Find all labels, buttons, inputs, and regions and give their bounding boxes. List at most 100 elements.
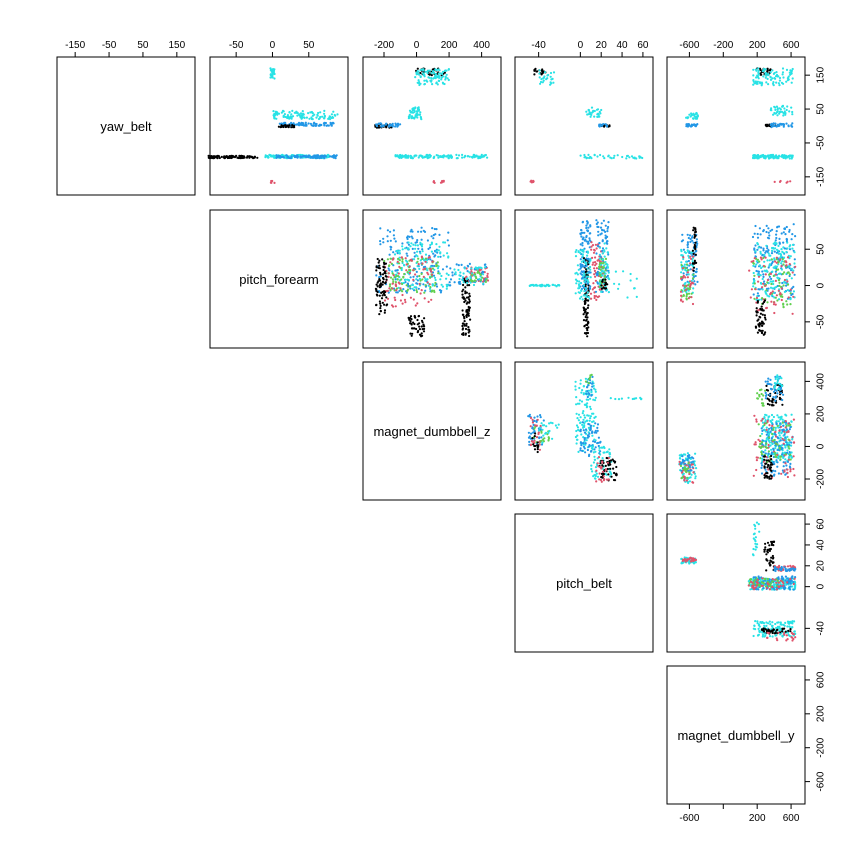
- data-point: [783, 290, 787, 293]
- right-tick-label-yaw_belt: -50: [816, 135, 827, 150]
- data-point: [398, 265, 401, 268]
- data-point: [768, 441, 771, 444]
- data-point: [396, 260, 399, 263]
- data-point: [784, 436, 787, 439]
- data-point: [770, 413, 774, 417]
- data-point: [577, 287, 580, 290]
- data-point: [403, 272, 406, 276]
- data-point: [305, 124, 308, 127]
- data-point: [777, 82, 781, 85]
- data-point: [694, 475, 697, 478]
- data-point: [694, 227, 697, 230]
- data-point: [395, 274, 398, 277]
- data-point: [785, 264, 788, 267]
- data-point: [407, 243, 410, 246]
- data-point: [587, 320, 590, 323]
- data-point: [771, 270, 774, 273]
- data-point: [764, 446, 768, 449]
- data-point: [779, 425, 783, 428]
- data-point: [594, 429, 597, 432]
- data-point: [575, 282, 578, 285]
- data-point: [435, 75, 438, 79]
- data-point: [396, 250, 399, 253]
- data-point: [441, 70, 445, 73]
- data-point: [688, 113, 691, 116]
- data-point: [405, 252, 408, 255]
- data-point: [756, 295, 759, 298]
- data-point: [540, 436, 543, 439]
- data-point: [767, 227, 770, 230]
- data-point: [781, 67, 785, 70]
- data-point: [779, 293, 782, 296]
- data-point: [292, 125, 295, 128]
- data-point: [599, 440, 602, 443]
- data-point: [280, 122, 283, 125]
- data-point: [462, 333, 465, 336]
- data-point: [590, 248, 593, 251]
- data-point: [293, 154, 296, 157]
- data-point: [586, 222, 589, 225]
- data-point: [454, 273, 457, 276]
- data-point: [594, 243, 598, 246]
- data-point: [576, 426, 580, 429]
- data-point: [378, 313, 381, 316]
- top-tick-label-pitch_belt: 0: [578, 40, 584, 51]
- data-point: [769, 466, 772, 469]
- data-point: [784, 462, 787, 465]
- data-point: [778, 382, 781, 385]
- data-point: [791, 247, 794, 250]
- data-point: [761, 324, 764, 327]
- data-point: [468, 298, 471, 301]
- data-point: [759, 252, 762, 255]
- data-point: [766, 466, 769, 469]
- data-point: [696, 242, 699, 245]
- data-point: [777, 289, 780, 292]
- data-point: [767, 155, 770, 159]
- data-point: [256, 156, 259, 159]
- data-point: [604, 234, 607, 237]
- data-point: [756, 236, 760, 239]
- data-point: [770, 109, 773, 112]
- data-point: [462, 272, 465, 275]
- data-point: [682, 294, 685, 297]
- data-point: [758, 67, 762, 70]
- data-point: [589, 112, 592, 115]
- data-point: [298, 123, 301, 127]
- data-point: [422, 68, 425, 71]
- data-point: [438, 245, 441, 248]
- data-point: [778, 434, 781, 437]
- data-point: [774, 156, 777, 159]
- data-point: [432, 237, 435, 240]
- data-point: [430, 250, 433, 253]
- data-point: [777, 472, 781, 475]
- data-point: [470, 279, 473, 283]
- data-point: [682, 468, 685, 471]
- data-point: [575, 403, 578, 406]
- data-point: [763, 260, 766, 263]
- top-tick-label-magnet_dumbbell_z: -200: [374, 40, 394, 51]
- data-point: [775, 268, 778, 272]
- data-point: [466, 270, 469, 273]
- data-point: [625, 154, 629, 158]
- data-point: [534, 425, 537, 428]
- data-point: [411, 115, 414, 118]
- data-point: [786, 468, 789, 471]
- data-point: [597, 465, 600, 468]
- data-point: [780, 254, 783, 257]
- data-point: [762, 273, 765, 276]
- data-point: [787, 125, 790, 128]
- data-point: [768, 295, 771, 298]
- data-point: [607, 221, 610, 224]
- data-point: [388, 253, 391, 256]
- data-point: [335, 154, 338, 157]
- data-point: [582, 286, 585, 289]
- data-point: [301, 113, 304, 116]
- data-point: [416, 239, 419, 242]
- data-point: [755, 156, 758, 159]
- data-point: [781, 71, 785, 74]
- data-point: [387, 275, 390, 278]
- data-point: [437, 272, 440, 275]
- data-point: [693, 235, 697, 238]
- data-point: [630, 155, 634, 158]
- data-point: [695, 261, 698, 264]
